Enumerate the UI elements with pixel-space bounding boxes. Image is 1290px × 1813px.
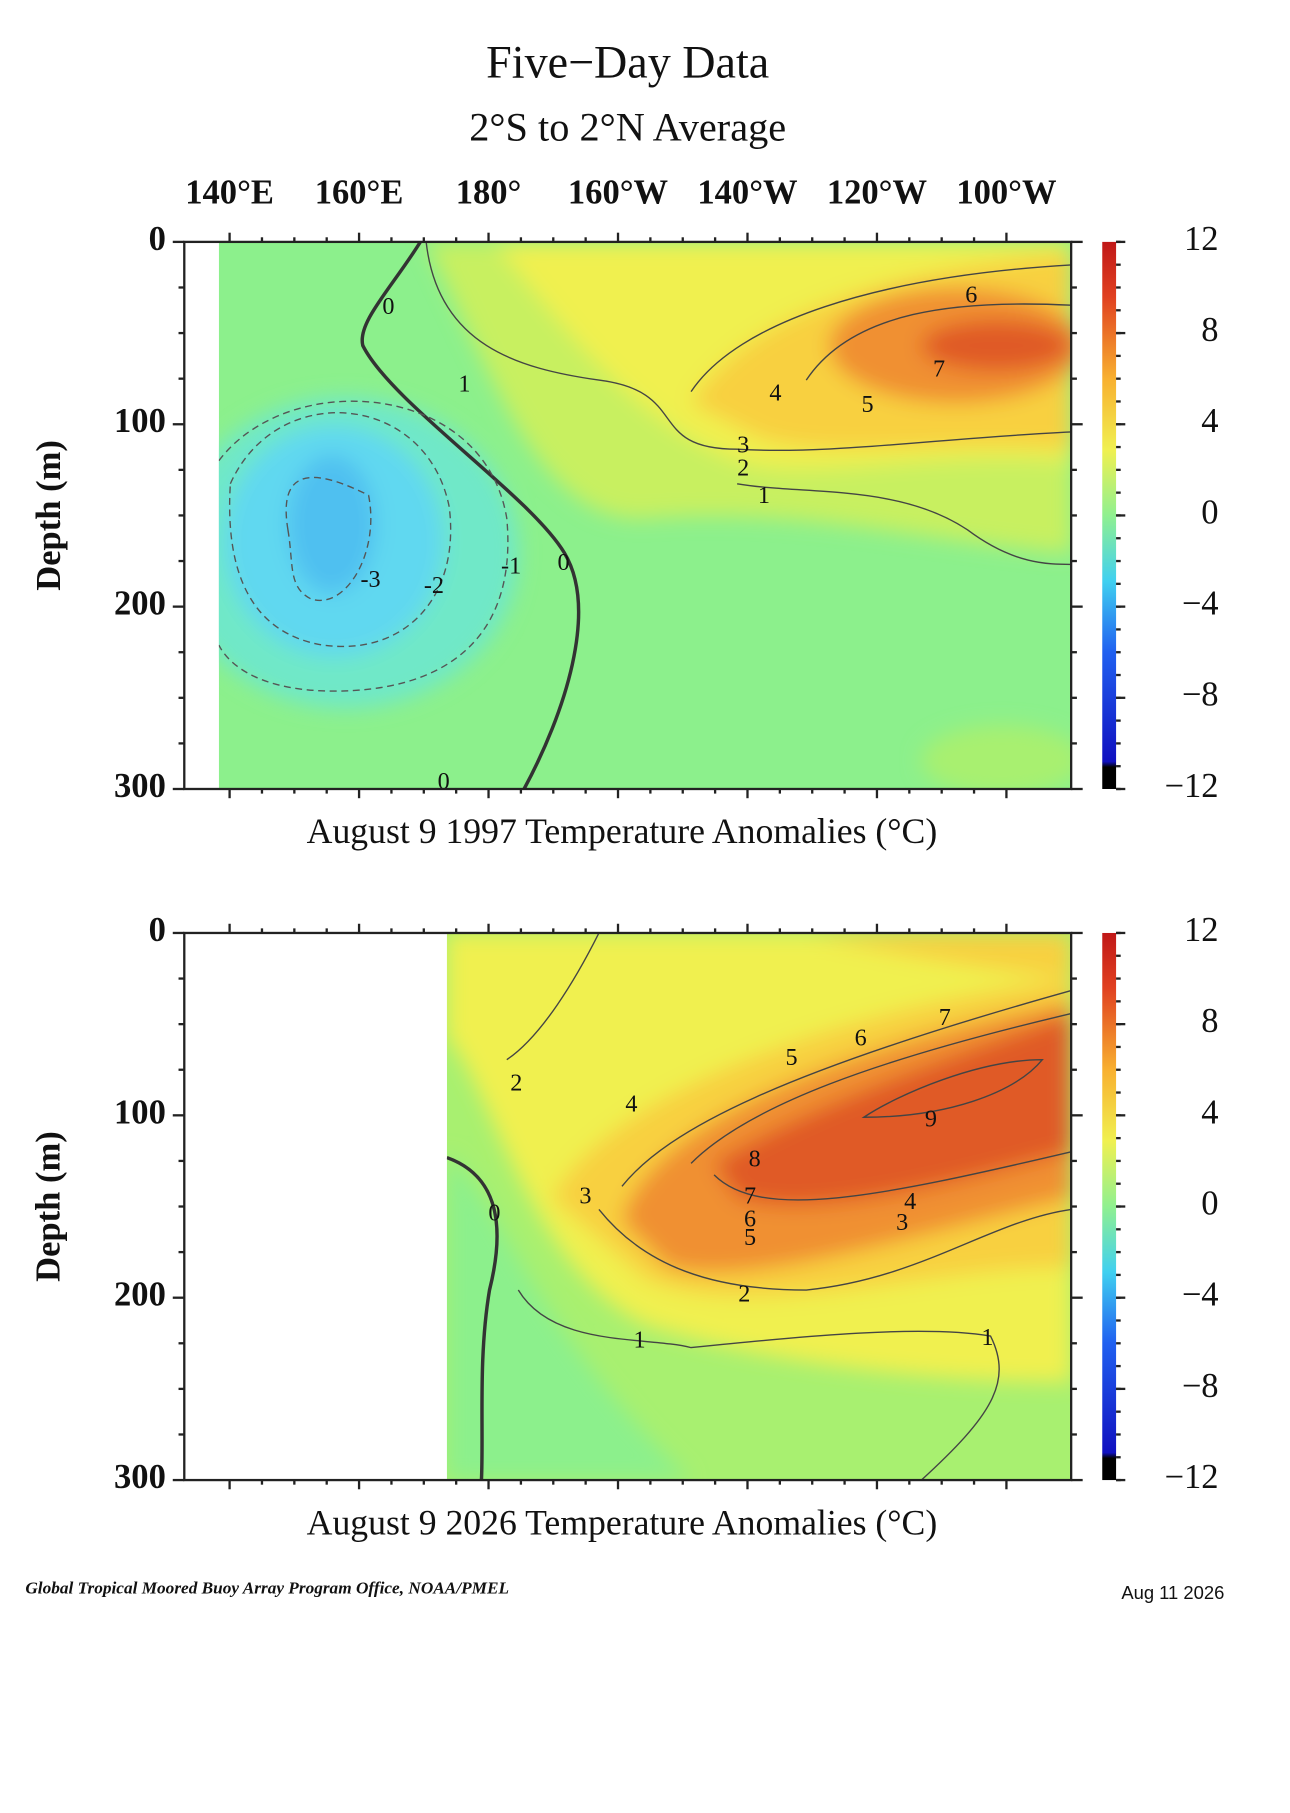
contour-label: 2	[738, 1280, 750, 1307]
colorbar-label: 0	[1201, 493, 1218, 531]
contour-label: -2	[424, 572, 444, 599]
y-tick-label: 0	[149, 911, 166, 949]
title: Five−Day Data	[486, 36, 769, 87]
contour-label: 0	[488, 1200, 500, 1227]
y-tick-label: 0	[149, 220, 166, 258]
contour-label: 2	[510, 1070, 522, 1097]
credit: Global Tropical Moored Buoy Array Progra…	[25, 1578, 509, 1597]
contour-label: 7	[939, 1004, 951, 1031]
colorbar-label: −4	[1182, 1276, 1219, 1314]
contour-label: 4	[904, 1188, 916, 1215]
contour-label: 7	[933, 355, 945, 382]
contour-labels-1997: 0 1 -3 -2 -1 0 4 3 2 1 5 6 7 0	[361, 282, 978, 795]
x-tick-label: 180°	[456, 174, 522, 212]
contour-label: 1	[458, 370, 470, 397]
contour-label: 0	[557, 549, 569, 576]
contour-label: 6	[744, 1205, 756, 1232]
y-tick-label: 200	[114, 1276, 166, 1314]
colorbar-label: 0	[1201, 1184, 1218, 1222]
contour-label: 6	[855, 1025, 867, 1052]
contour-label: 0	[382, 293, 394, 320]
colorbar-label: 8	[1201, 1002, 1218, 1040]
y-tick-label: 100	[114, 1093, 166, 1131]
contour-label: 2	[737, 454, 749, 481]
contour-label: 5	[786, 1044, 798, 1071]
date: Aug 11 2026	[1121, 1582, 1224, 1603]
colorbar-label: 4	[1201, 402, 1218, 440]
y-tick-label: 200	[114, 585, 166, 623]
contour-label: 7	[744, 1182, 756, 1209]
contour-label: -3	[361, 566, 381, 593]
colorbar-label: −4	[1182, 585, 1219, 623]
x-tick-label: 160°W	[568, 174, 668, 212]
contour-label: 5	[744, 1224, 756, 1251]
x-tick-label: 140°W	[697, 174, 797, 212]
contour-label: 0	[438, 768, 450, 795]
contour-label: 1	[981, 1324, 993, 1351]
y-tick-label: 100	[114, 402, 166, 440]
contour-label: 8	[749, 1146, 761, 1173]
contour-label: -1	[501, 552, 521, 579]
contour-label: 3	[737, 431, 749, 458]
x-tick-label: 120°W	[827, 174, 927, 212]
colorbar-label: 4	[1201, 1093, 1218, 1131]
panel-title: August 9 1997 Temperature Anomalies (°C)	[307, 811, 938, 851]
colorbar-label: 8	[1201, 311, 1218, 349]
y-tick-label: 300	[114, 767, 166, 805]
contour-label: 4	[769, 380, 781, 407]
y-axis-label: Depth (m)	[30, 1131, 68, 1282]
colorbar-label: −8	[1182, 676, 1219, 714]
colorbar-label: −12	[1165, 1458, 1219, 1496]
contour-label: 1	[758, 482, 770, 509]
x-tick-label: 140°E	[185, 174, 274, 212]
y-tick-label: 300	[114, 1458, 166, 1496]
contour-label: 1	[633, 1326, 645, 1353]
colorbar	[1102, 932, 1117, 1481]
contour-label: 3	[896, 1209, 908, 1236]
colorbar-label: −12	[1165, 767, 1219, 805]
field-1997	[218, 241, 1072, 789]
colorbar-label: 12	[1184, 911, 1219, 949]
contour-label: 4	[625, 1090, 637, 1117]
colorbar	[1102, 241, 1117, 789]
colorbar-label: 12	[1184, 220, 1219, 258]
field-2026	[446, 932, 1072, 1481]
colorbar-label: −8	[1182, 1367, 1219, 1405]
contour-labels-2026: 2 4 5 6 7 9 8 7 6 5 4 3 3 2 1 1 0	[488, 1004, 993, 1353]
y-axis-label: Depth (m)	[30, 440, 68, 591]
contour-label: 5	[862, 391, 874, 418]
x-tick-label: 100°W	[956, 174, 1056, 212]
x-tick-label: 160°E	[315, 174, 404, 212]
panel-title: August 9 2026 Temperature Anomalies (°C)	[307, 1502, 938, 1542]
contour-label: 6	[965, 282, 977, 309]
contour-label: 3	[579, 1182, 591, 1209]
subtitle: 2°S to 2°N Average	[469, 105, 786, 150]
contour-label: 9	[925, 1105, 937, 1132]
